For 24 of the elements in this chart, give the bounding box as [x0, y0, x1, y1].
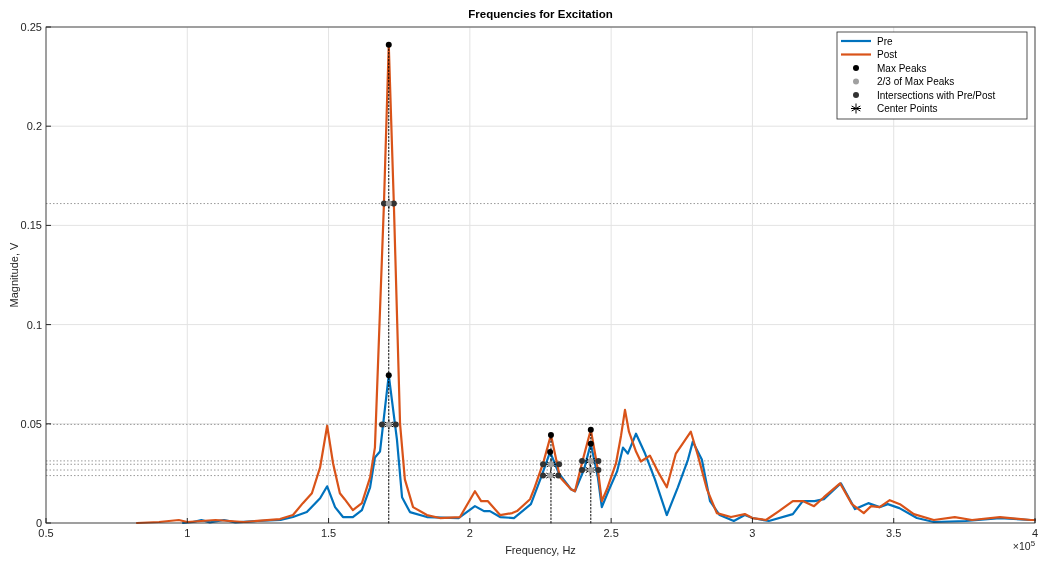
legend-label: Center Points	[877, 103, 938, 114]
legend-label: Pre	[877, 35, 893, 47]
y-tick-label: 0	[35, 517, 42, 529]
x-tick-label: 1	[184, 527, 191, 539]
x-tick-label: 1.5	[320, 527, 337, 539]
legend-label: Intersections with Pre/Post	[877, 89, 996, 101]
chart-title: Frequencies for Excitation	[468, 8, 613, 20]
x-tick-label: 3	[749, 527, 756, 539]
x-tick-label: 2	[466, 527, 473, 539]
y-tick-label: 0.2	[26, 120, 42, 133]
text: ×10$^{5}$	[1012, 538, 1036, 552]
legend-label: Post	[877, 49, 898, 60]
x-tick-label: 2.5	[603, 527, 619, 539]
x-tick-label: 4	[1031, 527, 1039, 539]
y-tick-label: 0.1	[26, 318, 42, 331]
y-axis-title: Magnitude, V	[8, 241, 20, 308]
x-axis-title: Frequency, Hz	[505, 544, 576, 556]
x-tick-label: 0.5	[38, 527, 54, 539]
legend-label: Max Peaks	[877, 62, 927, 74]
x-tick-label: 3.5	[886, 527, 902, 539]
y-tick-label: 0.25	[20, 21, 42, 33]
y-tick-label: 0.05	[20, 417, 42, 430]
legend-label: 2/3 of Max Peaks	[877, 76, 955, 87]
y-tick-label: 0.15	[20, 219, 42, 232]
